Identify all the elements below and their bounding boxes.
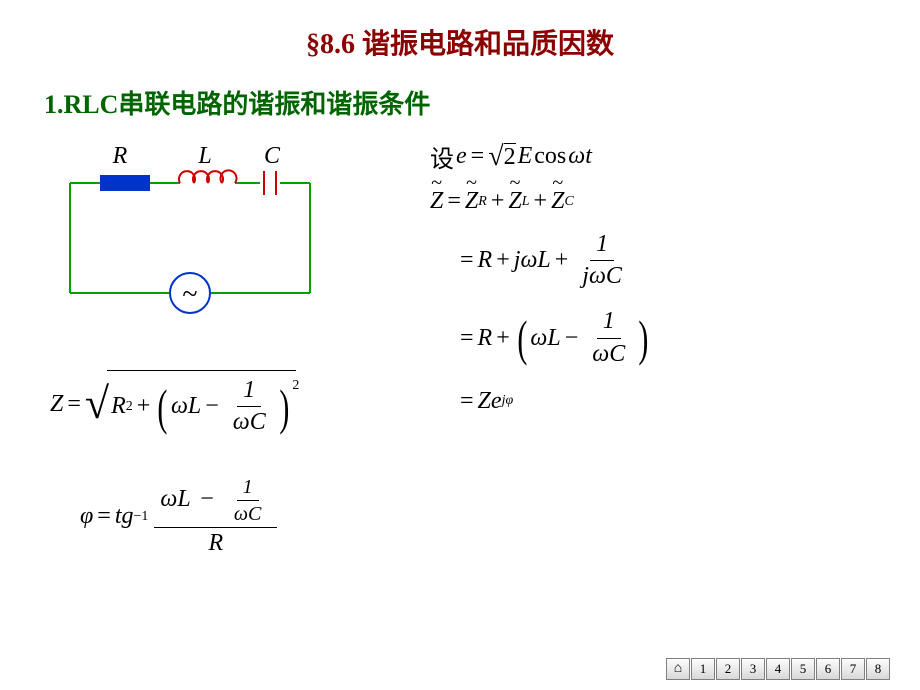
z-line4: = Zejφ	[456, 388, 900, 415]
nav-page-2[interactable]: 2	[716, 658, 740, 680]
source-equation: 设 e = √2 E cos ωt	[430, 139, 900, 174]
nav-page-7[interactable]: 7	[841, 658, 865, 680]
z-magnitude-equation: Z = √ R2 + ( ωL − 1 ωC ) 2	[50, 370, 420, 438]
inductor-symbol	[179, 170, 237, 183]
capacitor-symbol	[264, 171, 276, 195]
left-column: ~ R L C Z = √ R2 + ( ωL − 1 ωC	[0, 131, 420, 574]
nav-page-3[interactable]: 3	[741, 658, 765, 680]
resistor-label: R	[112, 143, 128, 169]
nav-page-5[interactable]: 5	[791, 658, 815, 680]
nav-page-1[interactable]: 1	[691, 658, 715, 680]
subsection-title: 1.RLC串联电路的谐振和谐振条件	[44, 84, 920, 121]
z-line3: = R + ( ωL − 1 ωC )	[456, 306, 900, 369]
nav-page-4[interactable]: 4	[766, 658, 790, 680]
right-column: 设 e = √2 E cos ωt Z = ZR + ZL + ZC = R +…	[420, 131, 900, 574]
page-navigation: ⌂ 1 2 3 4 5 6 7 8	[666, 658, 890, 680]
section-title: §8.6 谐振电路和品质因数	[0, 0, 920, 62]
content-area: ~ R L C Z = √ R2 + ( ωL − 1 ωC	[0, 131, 920, 574]
phi-equation: φ = tg−1 ωL − 1 ωC R	[80, 474, 420, 559]
ac-source-symbol: ~	[170, 273, 210, 313]
capacitor-label: C	[264, 143, 281, 169]
z-line2: = R + jωL + 1 jωC	[456, 229, 900, 292]
resistor-symbol	[100, 175, 150, 191]
rlc-circuit-diagram: ~ R L C	[50, 143, 340, 323]
nav-page-6[interactable]: 6	[816, 658, 840, 680]
nav-page-8[interactable]: 8	[866, 658, 890, 680]
nav-home-button[interactable]: ⌂	[666, 658, 690, 680]
source-label: ~	[182, 279, 197, 310]
inductor-label: L	[197, 143, 211, 169]
z-tilde-equation: Z = ZR + ZL + ZC	[430, 188, 900, 215]
